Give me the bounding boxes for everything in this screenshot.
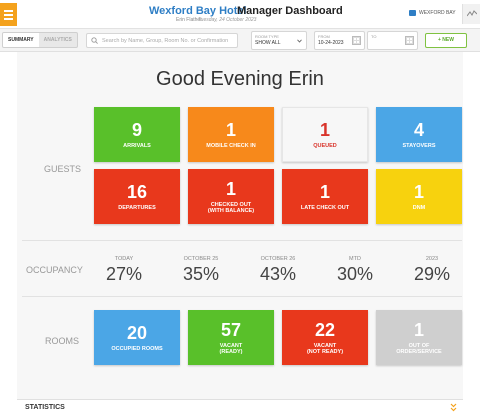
- section-label-rooms: ROOMS: [45, 336, 80, 346]
- left-rail: [0, 52, 17, 416]
- tile-count: 57: [220, 319, 242, 340]
- room-type-value: SHOW ALL: [255, 40, 281, 46]
- chevron-down-icon: [297, 39, 302, 43]
- tile-label: STAYOVERS: [402, 142, 436, 149]
- menu-icon[interactable]: [0, 3, 17, 26]
- tile-count: 4: [413, 119, 424, 140]
- tile-label: CHECKED OUT (WITH BALANCE): [207, 201, 255, 214]
- activity-icon[interactable]: [462, 4, 480, 24]
- view-switch: SUMMARY ANALYTICS: [2, 32, 78, 48]
- occupancy-october-25: OCTOBER 25 35%: [166, 256, 236, 285]
- search-input[interactable]: [102, 37, 232, 44]
- hotel-name: Wexford Bay Hotel: [149, 5, 247, 17]
- occupancy-october-26: OCTOBER 26 43%: [243, 256, 313, 285]
- tile-label: DEPARTURES: [118, 204, 156, 211]
- occupancy-today: TODAY 27%: [89, 256, 159, 285]
- occupancy-period: MTD: [349, 256, 361, 262]
- tile-label: MOBILE CHECK IN: [206, 142, 256, 149]
- from-value: 10-24-2023: [318, 40, 344, 46]
- statistics-panel[interactable]: STATISTICS: [17, 399, 463, 416]
- hotel-icon: [409, 10, 416, 16]
- room-type-select[interactable]: ROOM TYPE SHOW ALL: [251, 31, 307, 50]
- dashboard: Good Evening Erin GUESTS 9 ARRIVALS 1 MO…: [17, 52, 463, 416]
- divider: [22, 240, 462, 241]
- tile-label: VACANT (READY): [219, 342, 243, 355]
- toolbar: SUMMARY ANALYTICS ROOM TYPE SHOW ALL FRO…: [0, 29, 480, 52]
- greeting: Good Evening Erin: [156, 68, 324, 90]
- section-label-guests: GUESTS: [44, 164, 82, 174]
- tab-summary[interactable]: SUMMARY: [3, 33, 39, 47]
- double-chevron-down-icon[interactable]: [450, 403, 457, 412]
- tile-label: LATE CHECK OUT: [300, 204, 350, 211]
- tile-out-of-order[interactable]: 1 OUT OF ORDER/SERVICE: [376, 310, 462, 365]
- tile-occupied-rooms[interactable]: 20 OCCUPIED ROOMS: [94, 310, 180, 365]
- tile-count: 1: [319, 119, 330, 140]
- tile-arrivals[interactable]: 9 ARRIVALS: [94, 107, 180, 162]
- calendar-icon[interactable]: [405, 36, 414, 45]
- occupancy-period: 2023: [425, 256, 439, 262]
- occupancy-year: 2023 29%: [397, 256, 467, 285]
- to-label: TO: [371, 34, 377, 39]
- brand-label: WEXFORD BAY: [419, 10, 456, 16]
- occupancy-value: 35%: [182, 264, 220, 284]
- occupancy-value: 30%: [336, 264, 374, 284]
- from-label: FROM: [318, 34, 330, 39]
- app-header: Wexford Bay Hotel Manager Dashboard Erin…: [0, 0, 480, 29]
- tile-count: 20: [126, 322, 148, 343]
- tab-analytics[interactable]: ANALYTICS: [43, 37, 72, 43]
- occupancy-value: 29%: [413, 264, 451, 284]
- occupancy-period: OCTOBER 25: [183, 256, 219, 262]
- tile-label: DNM: [412, 204, 426, 211]
- tile-checked-out-with-balance[interactable]: 1 CHECKED OUT (WITH BALANCE): [188, 169, 274, 224]
- occupancy-mtd: MTD 30%: [320, 256, 390, 285]
- tile-stayovers[interactable]: 4 STAYOVERS: [376, 107, 462, 162]
- brand-logo: WEXFORD BAY: [409, 10, 456, 16]
- tile-label: ARRIVALS: [123, 142, 151, 149]
- right-rail: [463, 52, 480, 416]
- tile-count: 1: [319, 181, 330, 202]
- search-icon: [91, 37, 98, 44]
- section-label-occupancy: OCCUPANCY: [26, 265, 83, 275]
- calendar-icon[interactable]: [352, 36, 361, 45]
- tile-queued[interactable]: 1 QUEUED: [282, 107, 368, 162]
- tile-label: OUT OF ORDER/SERVICE: [396, 342, 442, 355]
- tile-late-check-out[interactable]: 1 LATE CHECK OUT: [282, 169, 368, 224]
- tile-label: VACANT (NOT READY): [306, 342, 344, 355]
- tile-count: 16: [126, 181, 148, 202]
- occupancy-period: TODAY: [114, 256, 134, 262]
- occupancy-period: OCTOBER 26: [260, 256, 296, 262]
- divider: [22, 296, 462, 297]
- tile-vacant-ready[interactable]: 57 VACANT (READY): [188, 310, 274, 365]
- tile-count: 1: [225, 178, 236, 199]
- tile-label: OCCUPIED ROOMS: [111, 345, 163, 352]
- tile-count: 1: [413, 319, 424, 340]
- occupancy-value: 27%: [105, 264, 143, 284]
- to-date-field[interactable]: TO: [367, 31, 418, 50]
- user-name: Erin Flather: [176, 17, 202, 23]
- tile-mobile-check-in[interactable]: 1 MOBILE CHECK IN: [188, 107, 274, 162]
- tile-count: 1: [413, 181, 424, 202]
- tile-label: QUEUED: [313, 142, 337, 149]
- tile-dnm[interactable]: 1 DNM: [376, 169, 462, 224]
- from-date-field[interactable]: FROM 10-24-2023: [314, 31, 365, 50]
- statistics-title: STATISTICS: [25, 404, 65, 411]
- search-box: [86, 33, 238, 48]
- tile-count: 22: [314, 319, 336, 340]
- page-title: Manager Dashboard: [237, 5, 343, 17]
- tile-count: 1: [225, 119, 236, 140]
- tile-vacant-not-ready[interactable]: 22 VACANT (NOT READY): [282, 310, 368, 365]
- room-type-label: ROOM TYPE: [255, 34, 279, 39]
- occupancy-value: 43%: [259, 264, 297, 284]
- tile-departures[interactable]: 16 DEPARTURES: [94, 169, 180, 224]
- tile-count: 9: [131, 119, 142, 140]
- current-date: Tuesday, 24 October 2023: [198, 17, 257, 23]
- new-button[interactable]: + NEW: [425, 33, 467, 48]
